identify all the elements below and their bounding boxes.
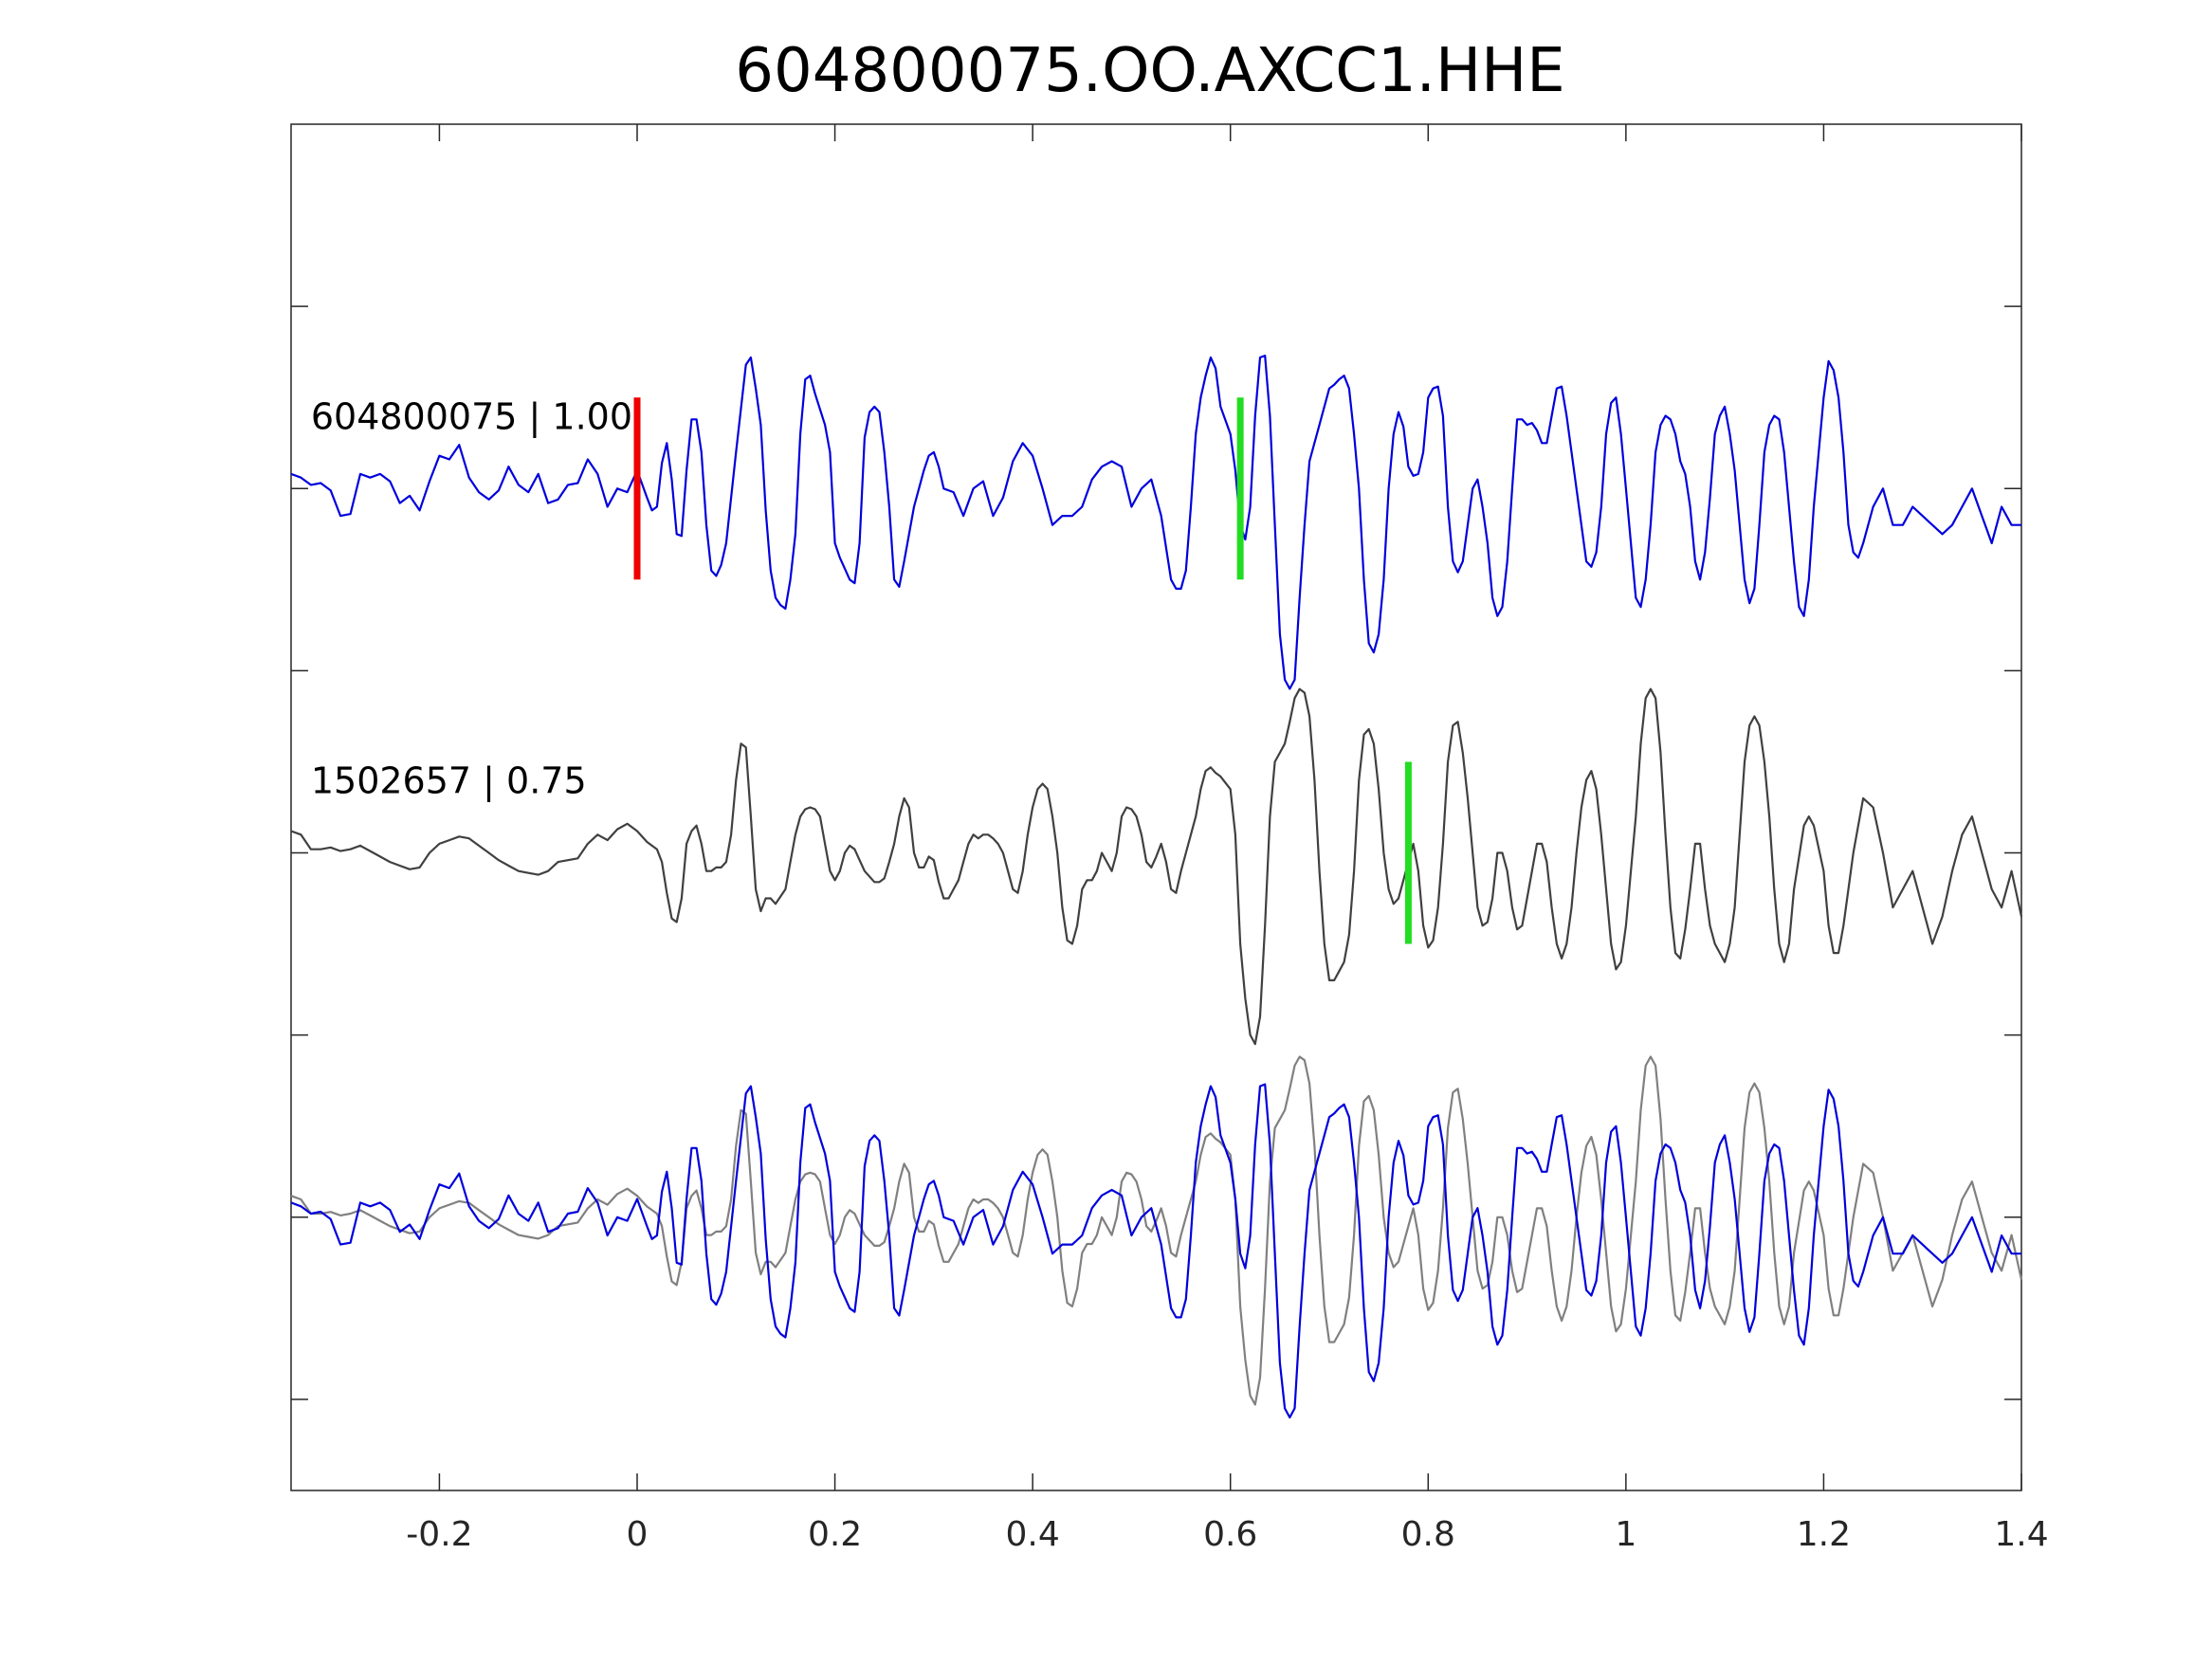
x-tick-label: -0.2 bbox=[406, 1515, 472, 1554]
series-layer bbox=[290, 355, 2023, 1419]
series-overlay-main bbox=[290, 1083, 2021, 1419]
plot-area-frame bbox=[290, 123, 2022, 1491]
chart-title: 604800075.OO.AXCC1.HHE bbox=[735, 36, 1564, 106]
trace-labels: 604800075 | 1.00 1502657 | 0.75 bbox=[311, 395, 632, 802]
trace-label: 1502657 | 0.75 bbox=[311, 760, 587, 803]
series-main-trace bbox=[290, 355, 2021, 690]
x-tick-label: 0.6 bbox=[1203, 1515, 1257, 1554]
x-tick-label: 0.2 bbox=[808, 1515, 862, 1554]
x-tick-label: 1.4 bbox=[1994, 1515, 2048, 1554]
x-tick-label: 0 bbox=[627, 1515, 649, 1554]
series-overlay-template bbox=[290, 1055, 2023, 1406]
x-tick-label: 1.2 bbox=[1797, 1515, 1851, 1554]
x-tick-label: 0.8 bbox=[1401, 1515, 1455, 1554]
x-tick-label: 0.4 bbox=[1006, 1515, 1060, 1554]
axis-ticks: -0.2 0 0.2 0.4 0.6 0.8 1 1.2 1.4 bbox=[291, 124, 2049, 1554]
series-template-trace bbox=[290, 687, 2023, 1046]
picks-layer bbox=[633, 397, 1412, 944]
trace-label: 604800075 | 1.00 bbox=[311, 395, 632, 438]
x-tick-label: 1 bbox=[1615, 1515, 1636, 1554]
